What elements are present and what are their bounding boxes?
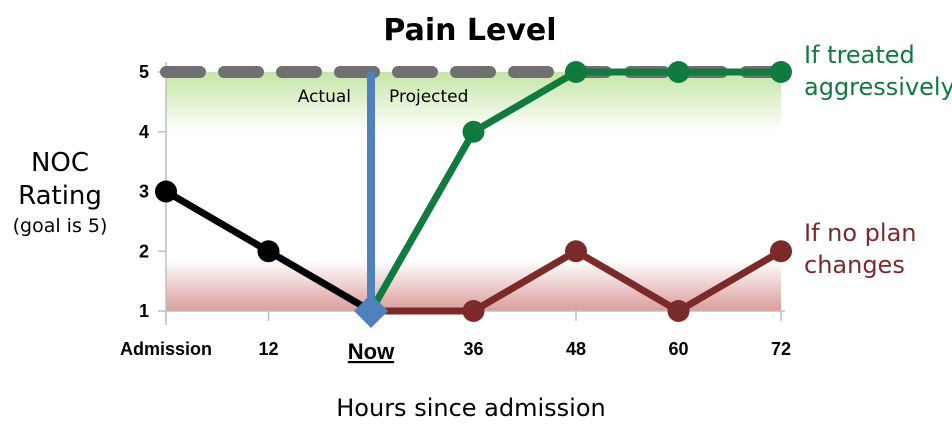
data-point-aggressive	[565, 61, 587, 83]
y-tick-label: 1	[139, 301, 149, 321]
x-tick-label: Admission	[120, 339, 212, 359]
y-tick-label: 3	[139, 182, 149, 202]
series-annotation-no_change: If no plan	[804, 219, 917, 247]
data-point-aggressive	[770, 61, 792, 83]
data-point-no_change	[565, 240, 587, 263]
x-tick-label: 60	[668, 339, 688, 359]
y-tick-label: 2	[139, 241, 149, 261]
data-point-aggressive	[462, 120, 485, 143]
data-point-actual	[155, 180, 177, 203]
y-tick-label: 4	[139, 122, 149, 142]
series-annotation-aggressive: aggressively	[804, 73, 952, 101]
chart-title: Pain Level	[383, 13, 556, 48]
data-point-no_change	[770, 240, 792, 263]
x-tick-label-now: Now	[348, 339, 395, 364]
data-point-actual	[257, 240, 280, 263]
x-tick-label: 48	[566, 339, 586, 359]
now-marker	[354, 294, 388, 328]
data-point-no_change	[462, 300, 485, 322]
series-annotation-aggressive: If treated	[804, 41, 915, 69]
data-point-aggressive	[667, 61, 690, 83]
y-tick-label: 5	[139, 62, 149, 82]
projected-region-label: Projected	[389, 87, 468, 107]
y-axis-note: (goal is 5)	[13, 215, 108, 237]
x-tick-label: 72	[771, 339, 791, 359]
series-annotation-no_change: changes	[804, 251, 905, 279]
x-tick-label: 36	[463, 339, 483, 359]
data-point-no_change	[667, 300, 690, 322]
y-axis-label: Rating	[18, 181, 102, 211]
actual-region-label: Actual	[298, 87, 351, 107]
x-tick-label: 12	[258, 339, 278, 359]
y-axis-label: NOC	[31, 148, 89, 178]
x-axis-label: Hours since admission	[336, 394, 605, 422]
